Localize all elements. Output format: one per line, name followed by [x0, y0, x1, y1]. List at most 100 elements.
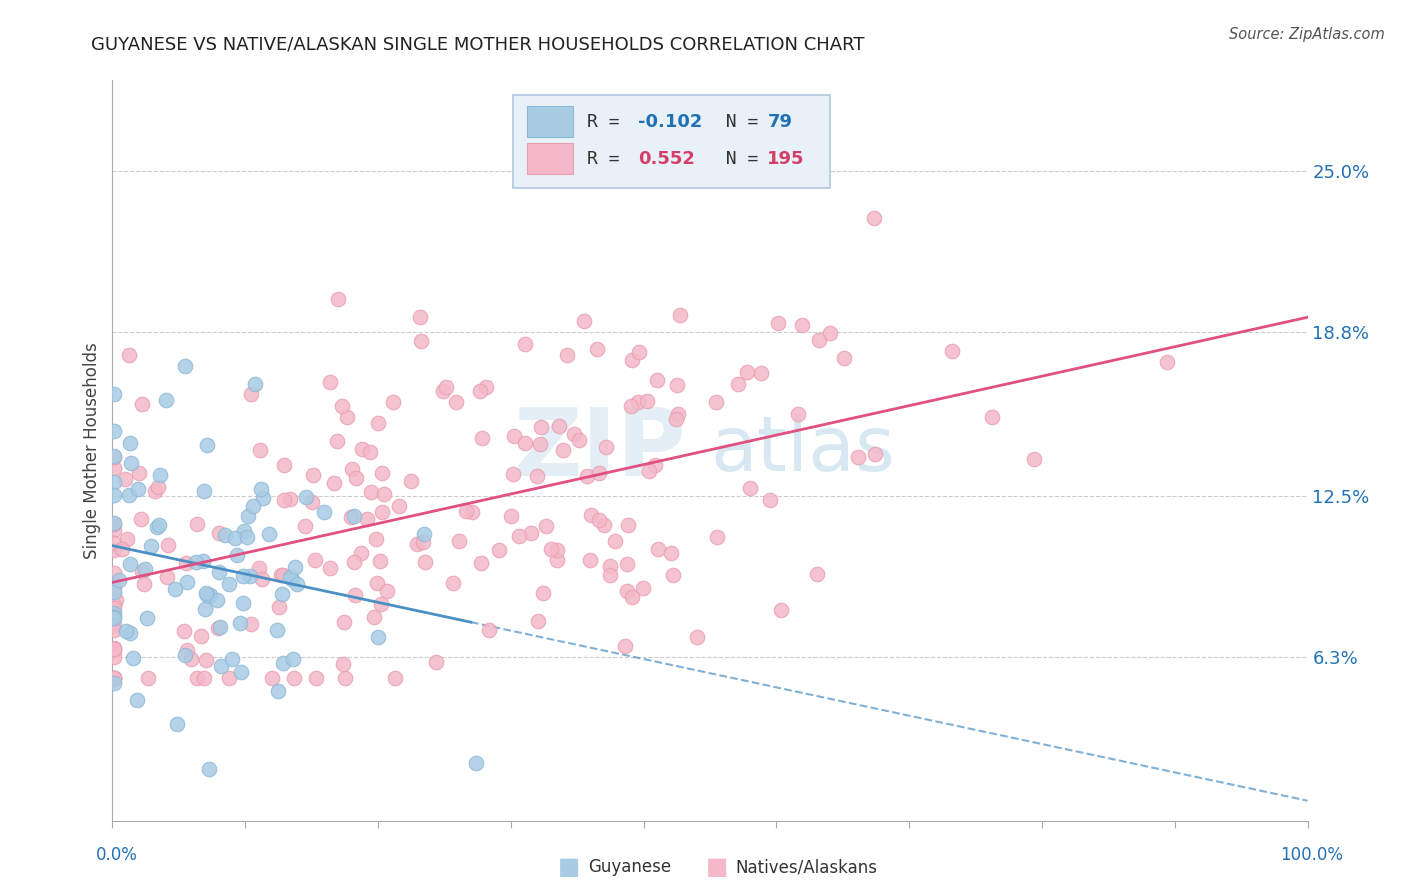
Point	[644, 458, 666, 472]
Point	[231, 665, 253, 679]
Point	[103, 623, 125, 637]
Point	[553, 443, 575, 458]
Point	[143, 483, 166, 498]
Point	[194, 602, 217, 616]
Point	[503, 428, 526, 442]
Point	[271, 587, 294, 601]
Point	[238, 509, 260, 524]
Point	[173, 359, 195, 373]
Point	[103, 566, 125, 581]
Point	[103, 650, 125, 665]
Point	[281, 572, 304, 586]
Point	[617, 517, 640, 532]
Point	[103, 523, 125, 537]
Point	[578, 553, 600, 567]
Point	[190, 629, 212, 643]
Text: ■: ■	[558, 855, 581, 879]
Point	[238, 569, 260, 583]
Point	[176, 643, 198, 657]
Point	[350, 545, 373, 559]
Point	[302, 467, 325, 482]
Point	[173, 624, 195, 638]
Point	[738, 481, 761, 495]
Point	[103, 461, 125, 475]
Point	[184, 556, 207, 570]
Point	[1022, 452, 1045, 467]
Point	[527, 615, 550, 629]
Point	[515, 336, 537, 351]
Point	[240, 387, 263, 401]
Bar	[527, 144, 572, 174]
Point	[592, 518, 614, 533]
Point	[534, 519, 557, 533]
Point	[471, 431, 494, 445]
Point	[787, 407, 810, 421]
Point	[155, 392, 177, 407]
Point	[441, 575, 464, 590]
Point	[616, 557, 638, 571]
Point	[863, 447, 886, 461]
Point	[647, 541, 669, 556]
Point	[103, 424, 125, 438]
Point	[194, 653, 217, 667]
Point	[434, 379, 457, 393]
Point	[103, 671, 125, 685]
Point	[749, 366, 772, 380]
Point	[444, 395, 467, 409]
Text: atlas: atlas	[710, 414, 894, 487]
Point	[508, 529, 530, 543]
Point	[103, 671, 125, 685]
Point	[118, 488, 141, 502]
Point	[367, 417, 389, 431]
Point	[193, 484, 215, 499]
Point	[621, 353, 644, 368]
Point	[621, 590, 644, 604]
Point	[832, 351, 855, 365]
Point	[413, 556, 436, 570]
Point	[103, 387, 125, 401]
Point	[269, 600, 291, 615]
Point	[568, 433, 591, 447]
Point	[205, 593, 228, 607]
Point	[103, 671, 125, 685]
Point	[209, 659, 232, 673]
Point	[108, 573, 131, 587]
Point	[285, 577, 308, 591]
Point	[363, 610, 385, 624]
Point	[333, 671, 356, 685]
Point	[284, 559, 307, 574]
Point	[257, 526, 280, 541]
Point	[281, 652, 304, 666]
Text: 79: 79	[768, 112, 793, 131]
Point	[980, 409, 1002, 424]
Point	[665, 378, 688, 392]
Point	[247, 561, 270, 575]
Point	[627, 344, 650, 359]
Point	[384, 671, 406, 685]
Point	[176, 575, 198, 590]
Point	[581, 508, 603, 522]
Point	[173, 648, 195, 662]
Point	[846, 450, 869, 465]
Point	[388, 500, 411, 514]
Point	[214, 528, 236, 542]
Point	[547, 418, 569, 433]
Point	[531, 586, 554, 600]
Point	[820, 326, 842, 340]
Text: Source: ZipAtlas.com: Source: ZipAtlas.com	[1229, 27, 1385, 42]
Point	[332, 657, 354, 671]
Point	[132, 577, 155, 591]
Point	[343, 509, 366, 524]
Point	[526, 469, 548, 483]
Point	[125, 692, 148, 706]
Point	[166, 717, 188, 731]
Point	[603, 533, 626, 548]
Point	[356, 512, 378, 526]
Point	[243, 376, 266, 391]
Point	[148, 480, 170, 494]
Point	[273, 568, 295, 582]
Point	[198, 588, 221, 602]
Point	[759, 492, 782, 507]
Point	[359, 445, 381, 459]
Point	[229, 615, 252, 630]
